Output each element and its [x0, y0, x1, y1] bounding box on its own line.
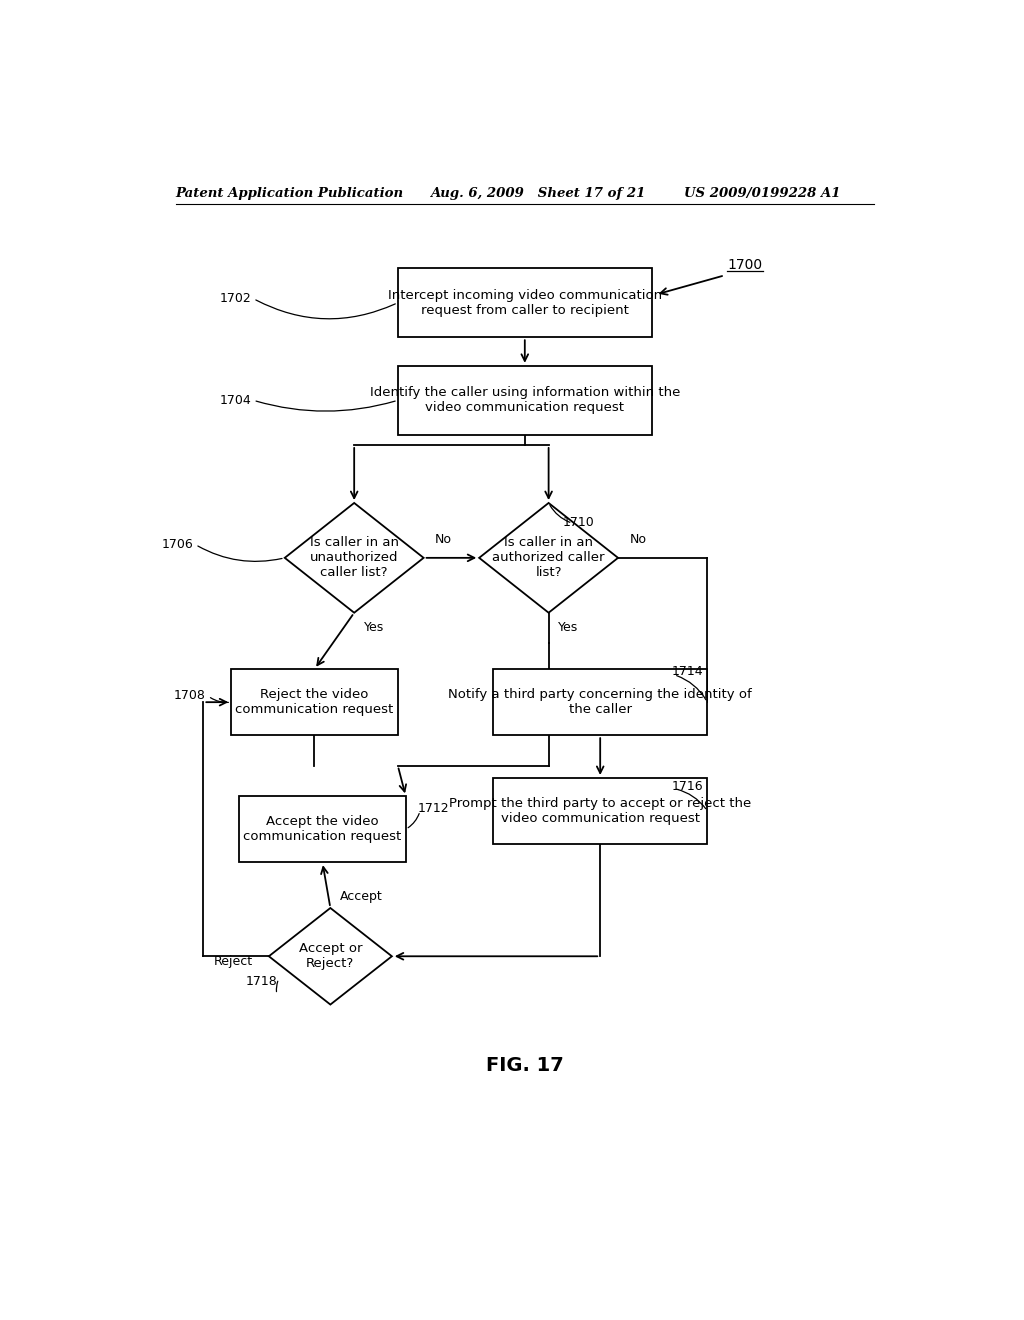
- Text: No: No: [435, 533, 452, 545]
- Text: Prompt the third party to accept or reject the
video communication request: Prompt the third party to accept or reje…: [450, 797, 752, 825]
- Text: Reject: Reject: [213, 954, 253, 968]
- Bar: [231, 669, 397, 735]
- Bar: [494, 669, 708, 735]
- Text: Reject the video
communication request: Reject the video communication request: [236, 688, 393, 717]
- Text: 1710: 1710: [563, 516, 595, 529]
- Polygon shape: [269, 908, 392, 1005]
- Text: Yes: Yes: [558, 620, 579, 634]
- Text: FIG. 17: FIG. 17: [486, 1056, 563, 1074]
- Text: 1706: 1706: [162, 539, 194, 552]
- Text: No: No: [630, 533, 647, 545]
- Polygon shape: [285, 503, 424, 612]
- Text: Accept the video
communication request: Accept the video communication request: [244, 816, 401, 843]
- Text: Is caller in an
unauthorized
caller list?: Is caller in an unauthorized caller list…: [309, 536, 398, 579]
- Text: 1714: 1714: [672, 665, 703, 678]
- Text: Patent Application Publication: Patent Application Publication: [176, 187, 403, 201]
- Text: Identify the caller using information within the
video communication request: Identify the caller using information wi…: [370, 387, 680, 414]
- Text: Aug. 6, 2009   Sheet 17 of 21: Aug. 6, 2009 Sheet 17 of 21: [430, 187, 645, 201]
- Text: 1704: 1704: [219, 393, 251, 407]
- Polygon shape: [479, 503, 618, 612]
- Bar: [397, 268, 651, 338]
- Text: Notify a third party concerning the identity of
the caller: Notify a third party concerning the iden…: [449, 688, 752, 717]
- Text: 1700: 1700: [727, 259, 762, 272]
- Text: 1708: 1708: [174, 689, 206, 701]
- Bar: [240, 796, 406, 862]
- Text: 1702: 1702: [219, 292, 251, 305]
- Text: Is caller in an
authorized caller
list?: Is caller in an authorized caller list?: [493, 536, 605, 579]
- Bar: [494, 777, 708, 843]
- Text: 1718: 1718: [246, 975, 278, 989]
- Text: 1716: 1716: [672, 780, 703, 793]
- Bar: [397, 366, 651, 434]
- Text: US 2009/0199228 A1: US 2009/0199228 A1: [684, 187, 840, 201]
- Text: Accept or
Reject?: Accept or Reject?: [299, 942, 362, 970]
- Text: 1712: 1712: [418, 803, 450, 816]
- Text: Intercept incoming video communication
request from caller to recipient: Intercept incoming video communication r…: [388, 289, 662, 317]
- Text: Yes: Yes: [364, 620, 384, 634]
- Text: Accept: Accept: [340, 890, 383, 903]
